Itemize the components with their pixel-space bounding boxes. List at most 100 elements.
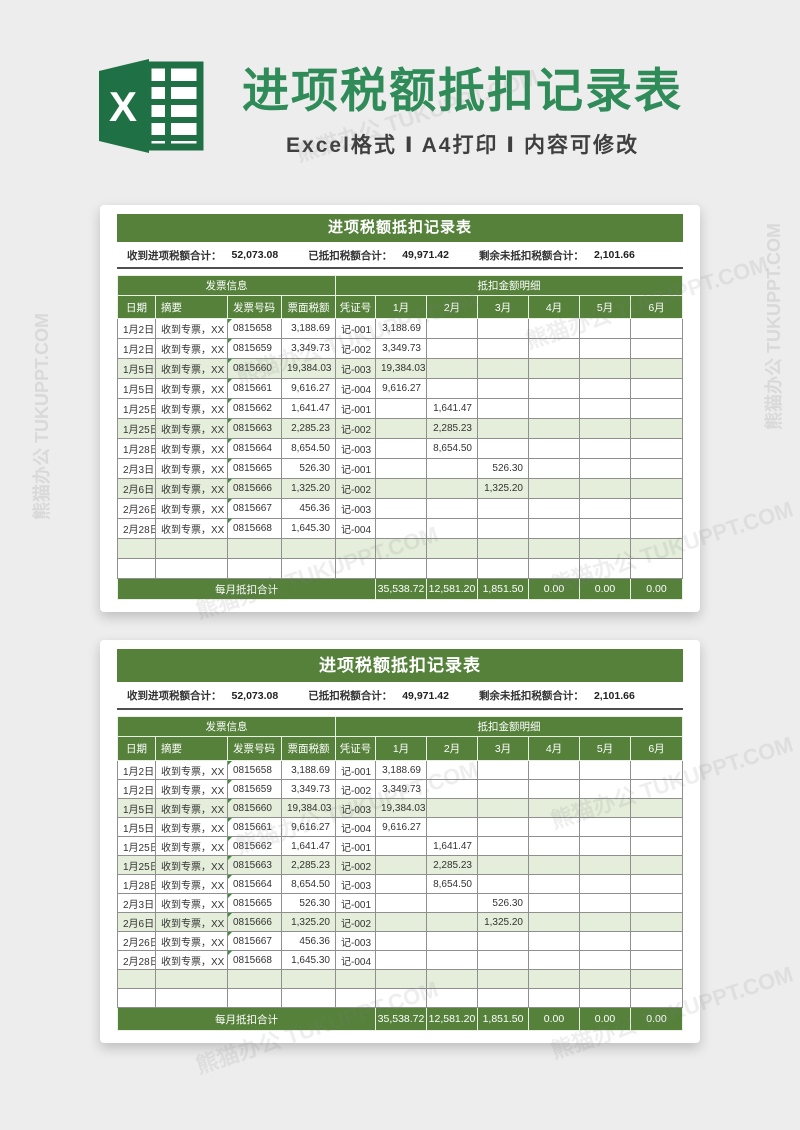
- cell-summary: 收到专票，XX: [155, 855, 228, 875]
- summary-item: 剩余未抵扣税额合计： 2,101.66: [479, 688, 635, 703]
- cell-month-amount: [528, 836, 580, 856]
- cell-month-amount: [528, 798, 580, 818]
- cell-voucher-no: 记-002: [335, 779, 376, 799]
- cell-month-amount: [579, 760, 631, 780]
- cell-month-amount: [426, 518, 478, 539]
- cell-summary: 收到专票，XX: [155, 438, 228, 459]
- cell-month-amount: [629, 855, 684, 875]
- cell-month-amount: [528, 318, 580, 339]
- record-table-card-bottom: 进项税额抵扣记录表 收到进项税额合计： 52,073.08 已抵扣税额合计： 49,97…: [100, 640, 700, 1043]
- cell-date: 1月25日: [117, 855, 156, 875]
- column-header: 5月: [579, 736, 631, 761]
- column-header: 3月: [477, 736, 529, 761]
- cell-tax-amount: 1,641.47: [281, 836, 336, 856]
- cell-tax-amount: 1,325.20: [281, 912, 336, 932]
- watermark-text: 熊猫办公 TUKUPPT.COM: [764, 223, 784, 430]
- cell-month-amount: [579, 798, 631, 818]
- cell-month-amount: [477, 378, 529, 399]
- footer-total: 0.00: [629, 578, 684, 600]
- cell-month-amount: [579, 912, 631, 932]
- cell-month-amount: [477, 558, 529, 579]
- table-title: 进项税额抵扣记录表: [117, 214, 683, 242]
- cell-summary: 收到专票，XX: [155, 760, 228, 780]
- cell-month-amount: [579, 458, 631, 479]
- cell-month-amount: [528, 498, 580, 519]
- cell-voucher-no: 记-004: [335, 817, 376, 837]
- cell-summary: 收到专票，XX: [155, 950, 228, 970]
- table-row: 2月3日 收到专票，XX 0815665 526.30 记-001 526.30: [117, 893, 684, 913]
- summary-item: 已抵扣税额合计： 49,971.42: [308, 688, 449, 703]
- cell-invoice-no: 0815668: [227, 518, 282, 539]
- cell-invoice-no: 0815660: [227, 798, 282, 818]
- cell-voucher-no: 记-004: [335, 518, 376, 539]
- cell-date: 1月5日: [117, 358, 156, 379]
- cell-month-amount: [375, 969, 427, 989]
- cell-invoice-no: 0815664: [227, 438, 282, 459]
- cell-month-amount: [477, 779, 529, 799]
- summary-bar: 收到进项税额合计： 52,073.08 已抵扣税额合计： 49,971.42 剩余未抵扣…: [117, 242, 683, 269]
- table-row: 2月6日 收到专票，XX 0815666 1,325.20 记-002 1,325.20: [117, 912, 684, 932]
- cell-voucher-no: 记-001: [335, 893, 376, 913]
- cell-month-amount: [477, 855, 529, 875]
- cell-tax-amount: 3,188.69: [281, 318, 336, 339]
- cell-month-amount: [426, 358, 478, 379]
- cell-voucher-no: 记-003: [335, 358, 376, 379]
- column-header: 日期: [117, 295, 156, 319]
- footer-total: 12,581.20: [426, 1007, 478, 1031]
- cell-voucher-no: 记-002: [335, 855, 376, 875]
- cell-month-amount: [579, 438, 631, 459]
- cell-month-amount: [629, 498, 684, 519]
- cell-month-amount: [579, 779, 631, 799]
- cell-month-amount: [426, 969, 478, 989]
- cell-month-amount: [629, 931, 684, 951]
- cell-month-amount: [375, 874, 427, 894]
- cell-month-amount: [579, 893, 631, 913]
- cell-date: 1月28日: [117, 874, 156, 894]
- cell-invoice-no: [227, 558, 282, 579]
- cell-tax-amount: 526.30: [281, 893, 336, 913]
- cell-date: [117, 969, 156, 989]
- cell-voucher-no: 记-004: [335, 950, 376, 970]
- cell-voucher-no: 记-001: [335, 318, 376, 339]
- cell-summary: 收到专票，XX: [155, 338, 228, 359]
- summary-label: 剩余未抵扣税额合计：: [478, 249, 584, 262]
- record-table: 发票信息 抵扣金额明细 日期 摘要 发票号码 票面税额 凭证号 1月 2月 3月 4月 5月 6月 1月2…: [117, 716, 684, 1031]
- cell-month-amount: [629, 988, 684, 1008]
- cell-summary: 收到专票，XX: [155, 931, 228, 951]
- cell-date: 1月5日: [117, 378, 156, 399]
- column-header: 4月: [528, 736, 580, 761]
- footer-row: 每月抵扣合计 35,538.72 12,581.20 1,851.50 0.00 0.00…: [117, 578, 684, 600]
- cell-month-amount: [375, 438, 427, 459]
- cell-month-amount: [579, 817, 631, 837]
- cell-month-amount: [629, 893, 684, 913]
- table-row: [117, 969, 684, 989]
- cell-month-amount: 3,188.69: [375, 760, 427, 780]
- cell-month-amount: [477, 438, 529, 459]
- cell-voucher-no: 记-003: [335, 438, 376, 459]
- cell-month-amount: [375, 398, 427, 419]
- summary-bar: 收到进项税额合计： 52,073.08 已抵扣税额合计： 49,971.42 剩余未抵扣…: [117, 682, 683, 710]
- column-header: 2月: [426, 736, 478, 761]
- cell-invoice-no: 0815665: [227, 458, 282, 479]
- cell-invoice-no: 0815662: [227, 398, 282, 419]
- cell-voucher-no: 记-003: [335, 798, 376, 818]
- cell-month-amount: [426, 378, 478, 399]
- cell-invoice-no: 0815661: [227, 378, 282, 399]
- cell-tax-amount: 1,641.47: [281, 398, 336, 419]
- cell-month-amount: [579, 855, 631, 875]
- cell-voucher-no: 记-002: [335, 478, 376, 499]
- cell-month-amount: [579, 969, 631, 989]
- summary-value: 49,971.42: [402, 689, 449, 702]
- cell-month-amount: [629, 378, 684, 399]
- cell-month-amount: [426, 318, 478, 339]
- cell-summary: 收到专票，XX: [155, 418, 228, 439]
- cell-tax-amount: 9,616.27: [281, 378, 336, 399]
- cell-invoice-no: 0815667: [227, 931, 282, 951]
- cell-month-amount: [426, 950, 478, 970]
- cell-date: 2月28日: [117, 950, 156, 970]
- footer-label: 每月抵扣合计: [117, 578, 376, 600]
- watermark-text: 熊猫办公 TUKUPPT.COM: [32, 313, 52, 520]
- column-header: 发票号码: [227, 736, 282, 761]
- cell-month-amount: [579, 558, 631, 579]
